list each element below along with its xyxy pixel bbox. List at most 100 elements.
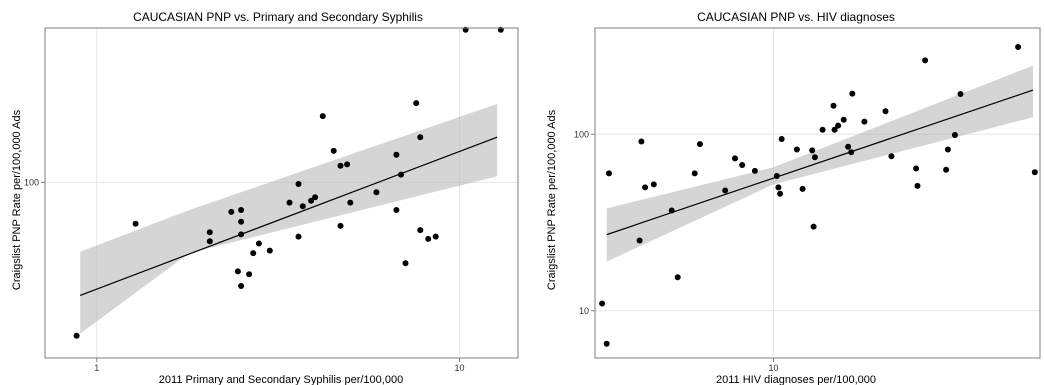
data-point (691, 170, 698, 177)
data-point (835, 122, 842, 129)
panel-title: CAUCASIAN PNP vs. Primary and Secondary … (133, 10, 423, 24)
data-point (238, 207, 245, 213)
data-point (373, 189, 380, 196)
x-tick-label: 10 (768, 363, 778, 373)
data-point (337, 162, 344, 169)
data-point (809, 147, 816, 154)
data-point (636, 237, 643, 244)
data-point (299, 203, 306, 210)
hiv-scatter-panel: CAUCASIAN PNP vs. HIV diagnoses 2011 HIV… (546, 10, 1041, 385)
data-point (228, 208, 235, 215)
data-point (413, 100, 420, 107)
data-point (393, 207, 400, 213)
data-point (957, 91, 964, 97)
data-point (778, 136, 785, 142)
data-point (1015, 44, 1022, 50)
data-point (775, 184, 782, 191)
data-point (308, 197, 315, 204)
y-tick-label: 100 (24, 177, 39, 187)
data-point (668, 207, 675, 214)
data-point (943, 166, 950, 173)
data-point (811, 154, 818, 161)
data-point (432, 233, 439, 240)
y-tick-label: 100 (574, 129, 589, 139)
data-point (642, 184, 649, 191)
y-tick-label: 10 (579, 306, 589, 316)
data-point (417, 134, 424, 141)
data-point (286, 199, 293, 206)
data-point (606, 170, 612, 177)
x-tick-label: 1 (94, 363, 99, 373)
data-point (840, 116, 847, 123)
data-point (246, 271, 253, 278)
data-point (845, 143, 852, 150)
data-point (922, 57, 929, 64)
data-point (255, 240, 262, 247)
plot-frame (44, 27, 519, 359)
data-point (739, 162, 746, 168)
data-point (882, 108, 889, 115)
data-point (295, 233, 302, 240)
data-point (793, 146, 800, 153)
data-point (250, 250, 257, 257)
data-point (848, 149, 855, 156)
y-axis-label: Craigslist PNP Rate per/100,000 Ads (546, 109, 558, 290)
data-point (722, 187, 729, 194)
data-point (849, 90, 856, 97)
data-point (951, 132, 958, 138)
x-axis-label: 2011 Primary and Secondary Syphilis per/… (159, 374, 403, 385)
data-point (266, 247, 273, 254)
gridlines (595, 28, 1040, 358)
data-point (696, 141, 703, 148)
data-point (777, 190, 784, 197)
data-point (638, 138, 645, 145)
regression-line (79, 136, 498, 296)
data-point (347, 199, 354, 206)
data-point (132, 220, 139, 227)
syphilis-scatter-panel: CAUCASIAN PNP vs. Primary and Secondary … (11, 10, 519, 385)
data-point (206, 238, 213, 245)
regression-line (606, 89, 1034, 236)
data-point (344, 161, 351, 168)
data-point (398, 171, 404, 178)
data-point (417, 227, 424, 234)
data-point (810, 223, 817, 230)
data-point (330, 147, 337, 154)
data-point (831, 126, 838, 133)
data-point (650, 181, 657, 188)
data-point (234, 268, 241, 275)
confidence-band (606, 65, 1033, 262)
data-point (674, 274, 681, 281)
data-point (73, 332, 80, 339)
x-tick-label: 10 (454, 363, 464, 373)
data-point (751, 167, 758, 174)
data-point (312, 194, 319, 201)
data-point (1031, 169, 1038, 176)
data-point (599, 300, 606, 307)
data-point (799, 185, 806, 192)
data-point (861, 118, 868, 125)
confidence-band (80, 104, 498, 334)
data-point (238, 231, 245, 238)
data-point (402, 260, 409, 267)
data-points (599, 44, 1038, 347)
data-point (337, 222, 344, 229)
data-point (913, 165, 920, 172)
data-point (888, 153, 895, 160)
data-point (603, 340, 610, 347)
data-point (393, 151, 400, 158)
data-point (944, 146, 951, 153)
data-point (914, 182, 921, 189)
data-point (830, 102, 837, 109)
y-axis-label: Craigslist PNP Rate per/100,000 Ads (11, 109, 23, 290)
data-point (732, 155, 738, 162)
data-point (238, 283, 245, 289)
data-point (319, 113, 326, 120)
x-axis-label: 2011 HIV diagnoses per/100,000 (716, 374, 876, 385)
data-point (238, 218, 245, 225)
data-point (773, 173, 780, 179)
plot-frame (594, 27, 1041, 359)
data-point (206, 229, 213, 236)
data-points (73, 26, 504, 339)
